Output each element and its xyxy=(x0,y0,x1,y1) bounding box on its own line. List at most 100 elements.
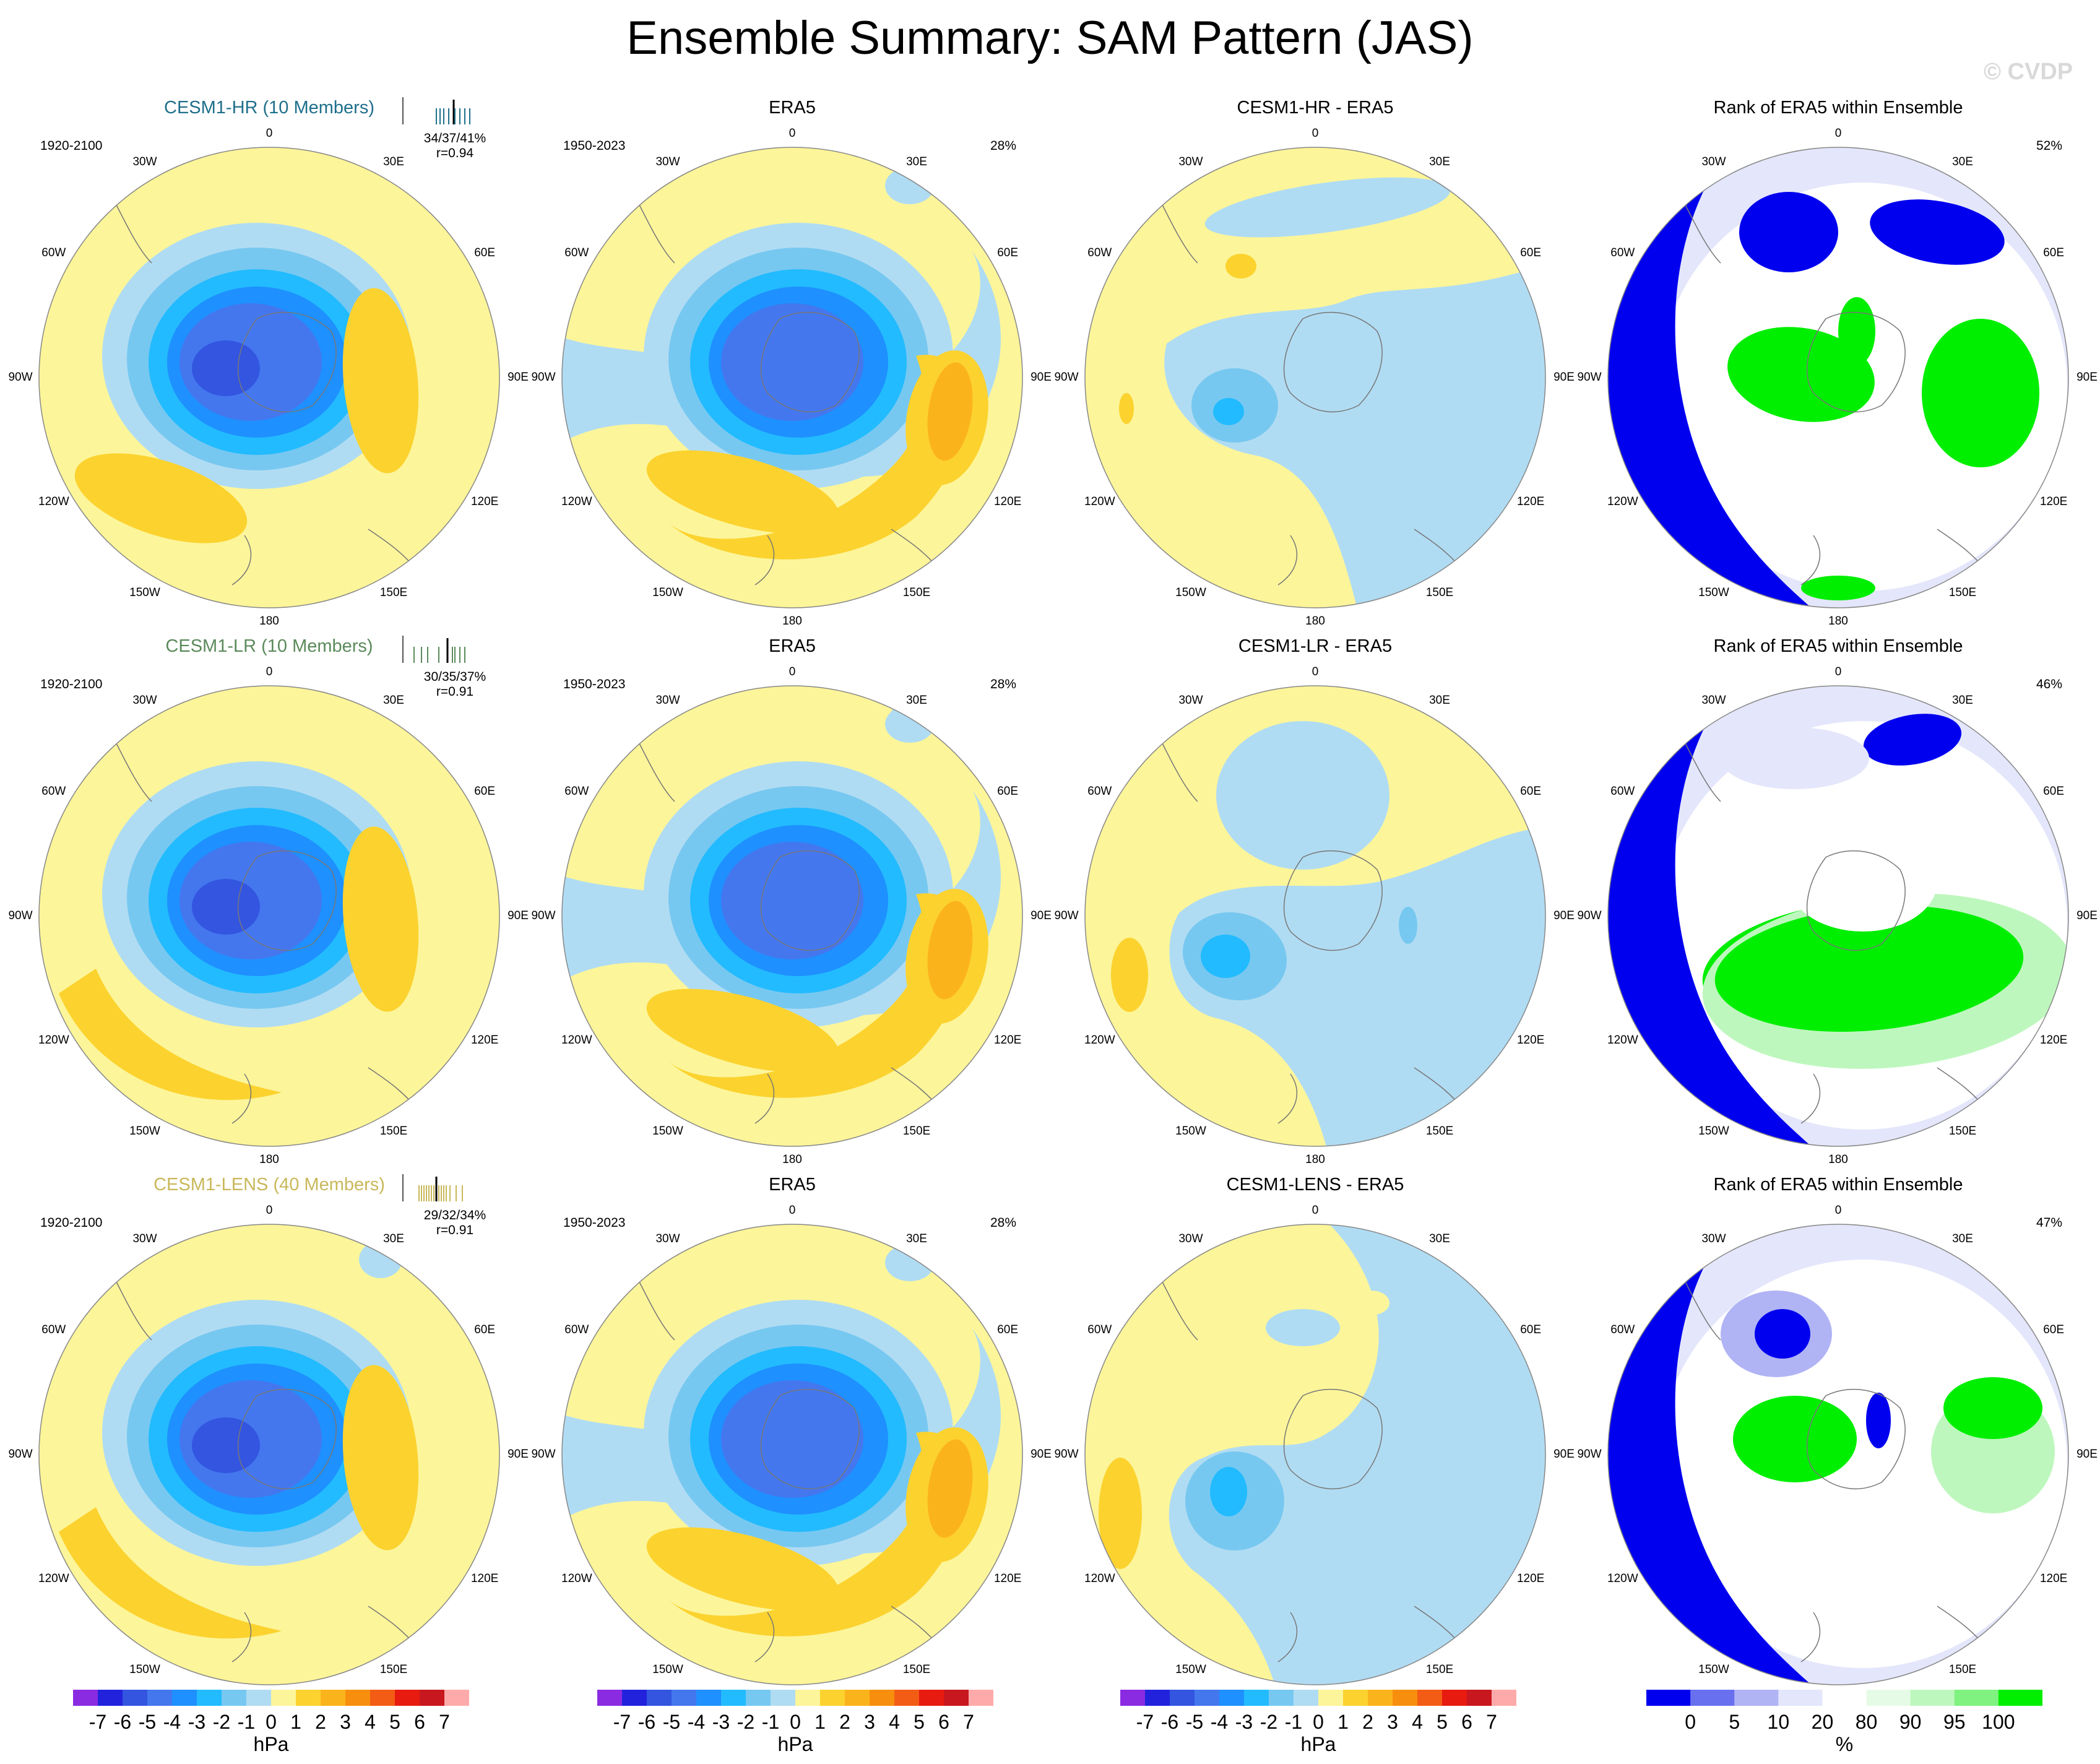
coastline xyxy=(237,850,337,951)
pressure-anomaly-zero xyxy=(1352,1291,1389,1315)
colorbar-swatch xyxy=(1170,1690,1195,1706)
colorbar-tick-label: -2 xyxy=(737,1711,755,1733)
lon-label-e60: 60E xyxy=(997,246,1019,259)
colorbar-swatch xyxy=(197,1690,222,1706)
panel-r2-obs: ERA5 1950-2023 28% 0 30E 60E 90E 120E 150E 180 150… xyxy=(531,634,1051,1179)
colorbar-tick-label: 3 xyxy=(1387,1711,1398,1733)
colorbar-unit: % xyxy=(1835,1733,1854,1755)
colorbar-tick-label: -3 xyxy=(712,1711,730,1733)
pressure-anomaly-minus5 xyxy=(721,1380,863,1498)
pressure-anomaly-plus1 xyxy=(646,988,839,1073)
coastline xyxy=(1806,311,1906,413)
pressure-anomaly-light-blue xyxy=(1204,177,1451,238)
map-boundary xyxy=(1084,147,1546,608)
lon-label-bottom: 180 xyxy=(259,1153,279,1166)
polar-map xyxy=(1084,147,1546,608)
colorbar-tick-label: 6 xyxy=(938,1711,949,1733)
lon-label-e120: 120E xyxy=(2039,1034,2068,1047)
lon-label-e30: 30E xyxy=(906,155,927,168)
rank-band-95-100 xyxy=(1943,1377,2042,1439)
lon-label-w120: 120W xyxy=(1607,1572,1638,1585)
polar-map xyxy=(1084,1224,1546,1685)
colorbar-swatch xyxy=(870,1690,895,1706)
map-boundary xyxy=(38,685,500,1147)
coastline xyxy=(1092,712,1161,728)
colorbar-swatch xyxy=(1998,1690,2042,1706)
explained-variance: 47% xyxy=(2036,1216,2063,1230)
lon-label-e90: 90E xyxy=(2076,909,2098,922)
lon-label-w90: 90W xyxy=(1054,371,1079,384)
lon-label-e150: 150E xyxy=(379,1663,408,1677)
lon-label-w90: 90W xyxy=(8,909,33,922)
rank-band-95-100 xyxy=(1838,297,1875,365)
pressure-anomaly-plus1 xyxy=(59,969,282,1100)
colorbar-tick-label: -2 xyxy=(1260,1711,1278,1733)
colorbar-tick-label: 3 xyxy=(864,1711,875,1733)
pressure-anomaly-plus1 xyxy=(342,1365,419,1550)
rank-band-0-5 xyxy=(1870,199,2005,265)
polar-map xyxy=(561,685,1023,1147)
colorbar-tick-label: 7 xyxy=(439,1711,450,1733)
colorbar-tick-label: -7 xyxy=(89,1711,107,1733)
period-label: 1950-2023 xyxy=(563,139,626,153)
rank-band-95-100 xyxy=(1727,327,1875,422)
lon-label-e60: 60E xyxy=(2043,785,2065,798)
polar-map xyxy=(1607,1224,2069,1685)
variance-range: 29/32/34% xyxy=(423,1208,486,1222)
coastline xyxy=(1615,1250,1684,1266)
lon-label-e120: 120E xyxy=(470,495,499,508)
map-boundary xyxy=(561,685,1023,1147)
pressure-anomaly-light-blue xyxy=(1169,826,1545,1146)
pressure-anomaly-plus1 xyxy=(342,826,419,1012)
pressure-anomaly-minus6 xyxy=(192,879,260,935)
lon-label-e120: 120E xyxy=(2039,495,2068,508)
rank-band-95-100 xyxy=(1714,906,2024,1032)
pressure-anomaly-light-blue xyxy=(1266,1309,1340,1346)
lon-label-top: 0 xyxy=(1311,127,1319,140)
coastline xyxy=(46,1250,115,1266)
polar-map xyxy=(1084,685,1546,1147)
colorbar-tick-label: -4 xyxy=(1210,1711,1229,1733)
pressure-anomaly-light-blue xyxy=(888,703,931,740)
colorbar-tick-label: 0 xyxy=(790,1711,801,1733)
coastline xyxy=(1283,311,1383,413)
colorbar-swatch xyxy=(1734,1690,1779,1706)
coastline xyxy=(754,1612,775,1662)
lon-label-e30: 30E xyxy=(383,155,404,168)
lon-label-bottom: 180 xyxy=(782,615,802,628)
lon-label-e90: 90E xyxy=(1553,1448,1575,1461)
lon-label-w30: 30W xyxy=(1178,1232,1203,1245)
coastline xyxy=(231,1073,252,1124)
coastline xyxy=(1277,535,1298,586)
colorbar-tick-label: 100 xyxy=(1982,1711,2015,1733)
colorbar-swatch xyxy=(271,1690,296,1706)
colorbar-swatch xyxy=(919,1690,944,1706)
pressure-anomaly-minus5 xyxy=(721,842,863,959)
pattern-correlation: r=0.94 xyxy=(436,146,474,160)
member-histogram xyxy=(402,1174,463,1201)
coastline xyxy=(1800,535,1821,586)
pressure-anomaly-light-blue xyxy=(1169,1224,1545,1685)
lon-label-w120: 120W xyxy=(38,1034,69,1047)
lon-label-e150: 150E xyxy=(379,586,408,600)
lon-label-top: 0 xyxy=(789,127,796,140)
colorbar-tick-label: -5 xyxy=(138,1711,157,1733)
polar-map xyxy=(561,147,1023,608)
lon-label-e30: 30E xyxy=(1429,1232,1450,1245)
colorbar-swatch xyxy=(696,1690,722,1706)
rank-band-95-100 xyxy=(1733,1396,1857,1482)
lon-label-top: 0 xyxy=(789,665,796,678)
lon-label-e120: 120E xyxy=(470,1034,499,1047)
coastline xyxy=(1806,850,1906,951)
lon-label-e120: 120E xyxy=(1516,1034,1545,1047)
pressure-anomaly-plus1 xyxy=(74,453,248,543)
coastline xyxy=(237,1388,337,1490)
colorbar-swatch xyxy=(1269,1690,1294,1706)
lon-label-w120: 120W xyxy=(561,1572,592,1585)
lon-label-e120: 120E xyxy=(993,1034,1022,1047)
polar-map xyxy=(38,1224,500,1685)
lon-label-w30: 30W xyxy=(655,1232,680,1245)
lon-label-top: 0 xyxy=(266,1204,273,1217)
lon-label-e30: 30E xyxy=(1952,1232,1973,1245)
colorbar-pattern-1: -7 -6 -5 -4 -3 -2 -1 0 1 2 3 4 5 6 7 hPa xyxy=(73,1690,469,1764)
